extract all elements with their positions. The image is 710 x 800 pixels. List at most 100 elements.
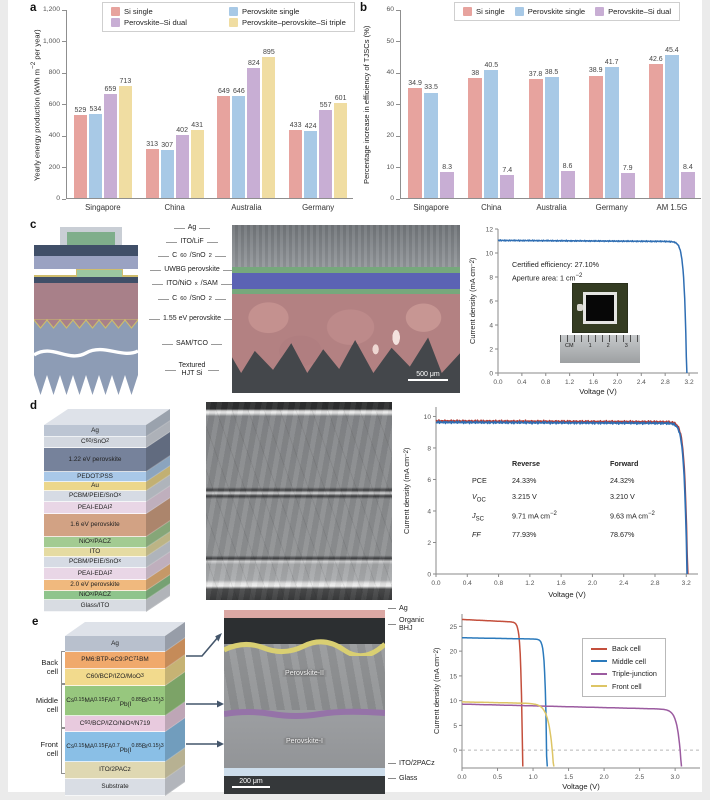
legend-label: Perovskite single	[242, 7, 300, 16]
legend-swatch	[595, 7, 605, 16]
ruler-mark: CM	[565, 343, 574, 349]
svg-text:5: 5	[453, 723, 457, 730]
stack-layer: Au	[44, 482, 146, 491]
bar	[175, 134, 189, 198]
legend-label: Back cell	[612, 644, 641, 653]
bar	[262, 57, 276, 198]
stack-layer: C 60/SnO 2	[44, 437, 146, 448]
bar-value-label: 8.6	[562, 162, 573, 170]
middle-cell-bracket	[61, 683, 67, 729]
stack-layer-callout: C 60/SnO 2	[140, 252, 244, 260]
bar-value-label: 307	[161, 141, 173, 149]
stack-layer: 2.0 eV perovskite	[44, 580, 146, 591]
svg-text:2.0: 2.0	[588, 580, 597, 587]
svg-text:0: 0	[427, 572, 431, 579]
sem-side-label: Glass	[388, 773, 417, 782]
stack-layer-callout: ITO/LiF	[140, 238, 244, 246]
bar-value-label: 424	[304, 123, 317, 131]
stack-layer: PEAI-EDAI 2	[44, 568, 146, 580]
panel-a-bar-chart: Yearly energy production (kWh m−2 per ye…	[28, 2, 358, 218]
bar	[440, 171, 455, 198]
svg-text:10: 10	[486, 251, 494, 258]
stack-layer: PEDOT:PSS	[44, 472, 146, 482]
legend-swatch	[463, 7, 472, 16]
back-cell-label: Back cell	[41, 658, 58, 676]
bar-value-label: 895	[263, 49, 275, 57]
panel-b-bar-chart: Percentage increase in efficiency of TJS…	[358, 2, 706, 218]
stack-layer: PM6:BTP-eC9:PC 71 BM	[65, 652, 165, 669]
bar	[544, 76, 559, 198]
stack-top-face	[44, 409, 170, 425]
bar-value-label: 529	[74, 106, 87, 114]
legend-swatch	[229, 7, 238, 16]
legend-item: Triple-junction	[591, 669, 657, 678]
svg-text:2.0: 2.0	[613, 379, 622, 386]
legend-item: Back cell	[591, 644, 657, 653]
svg-text:0.8: 0.8	[494, 580, 503, 587]
bar	[73, 114, 87, 198]
panel-e-sem-image: 200 μm Perovskite-II Perovskite-I	[224, 610, 385, 794]
category-label: AM 1.5G	[656, 203, 688, 212]
table-param: JSC	[472, 510, 484, 523]
sem-top-band	[232, 225, 460, 267]
perovskite-155-layer	[34, 283, 138, 319]
bar-value-label: 34.9	[408, 80, 422, 88]
sem-green-band	[232, 267, 460, 273]
panel-b-legend: Si single Perovskite single Perovskite–Si …	[454, 2, 681, 21]
sem-region-label: Perovskite-II	[282, 670, 327, 677]
front-cell-label: Front cell	[40, 740, 58, 758]
bar-value-label: 37.8	[528, 70, 543, 78]
white-wave-graphic	[34, 347, 138, 358]
bar	[304, 131, 318, 198]
bar	[145, 148, 159, 198]
legend-swatch	[229, 18, 238, 27]
table-value: 24.33%	[512, 475, 537, 485]
stack-layer: C 60/BCP/IZO/NiO x/N719	[65, 716, 165, 732]
category-label: Singapore	[85, 203, 121, 212]
sem-side-label: Ag	[388, 603, 408, 612]
svg-text:8: 8	[489, 275, 493, 282]
zigzag-graphic	[34, 319, 138, 329]
svg-text:0.5: 0.5	[493, 774, 502, 781]
sam-tco-zigzag	[34, 319, 138, 329]
bar	[620, 173, 635, 198]
y-tick-mark	[62, 9, 66, 11]
panel-a-legend: Si single Perovskite single Perovskite–Si …	[102, 2, 355, 32]
legend-item: Perovskite–Si dual	[595, 7, 671, 16]
y-tick-mark	[396, 167, 400, 168]
svg-text:0.0: 0.0	[457, 774, 466, 781]
panel-c: c Ag ITO/LiF C 60/SnO 2 UWBG perovskite ITO/Ni…	[28, 219, 706, 399]
category-label: Australia	[231, 203, 262, 212]
stack-layer-callout: SAM/TCO	[140, 340, 244, 348]
y-tick-label: 60	[386, 6, 394, 13]
table-value: 77.93%	[512, 529, 537, 539]
y-axis-label: Current density (mA cm −2)	[402, 447, 411, 534]
table-value: 3.210 V	[610, 492, 635, 501]
uwbg-perovskite-layer	[34, 256, 138, 269]
panel-b-y-axis-label: Percentage increase in efficiency of TJS…	[362, 25, 371, 185]
panel-d: d Ag C 60/SnO 2 1.22 eV perovskite PEDOT:PSS A…	[28, 399, 706, 612]
panel-e-marker: e	[32, 616, 39, 628]
sem-perovskite-band	[232, 294, 460, 373]
table-value: 3.215 V	[512, 492, 537, 501]
legend-swatch	[111, 18, 120, 27]
stack-side	[165, 622, 185, 796]
bar	[680, 171, 695, 198]
category-label: China	[481, 203, 502, 212]
stack-layer: 1.6 eV perovskite	[44, 514, 146, 537]
ruler-marks: CM 1 2 3	[565, 343, 628, 349]
scale-bar-label: 500 μm	[416, 370, 440, 378]
svg-text:0.4: 0.4	[517, 379, 526, 386]
stack-layer: Cs 0.15 MA 0.15 FA 0.7 Pb(I 0.85 Br 0.15) 3	[65, 732, 165, 762]
bar-value-label: 534	[89, 105, 102, 113]
front-cell-bracket	[61, 727, 67, 774]
bar-value-label: 646	[233, 88, 245, 96]
bar	[289, 129, 303, 198]
bar-value-label: 313	[146, 140, 158, 148]
svg-text:1.2: 1.2	[525, 580, 534, 587]
y-tick-mark	[396, 198, 400, 200]
sem-bhj-band	[224, 618, 385, 644]
panel-a-y-axis-label: Yearly energy production (kWh m−2 per ye…	[30, 29, 42, 181]
sem-ito-band	[224, 768, 385, 776]
back-cell-bracket	[61, 651, 67, 685]
